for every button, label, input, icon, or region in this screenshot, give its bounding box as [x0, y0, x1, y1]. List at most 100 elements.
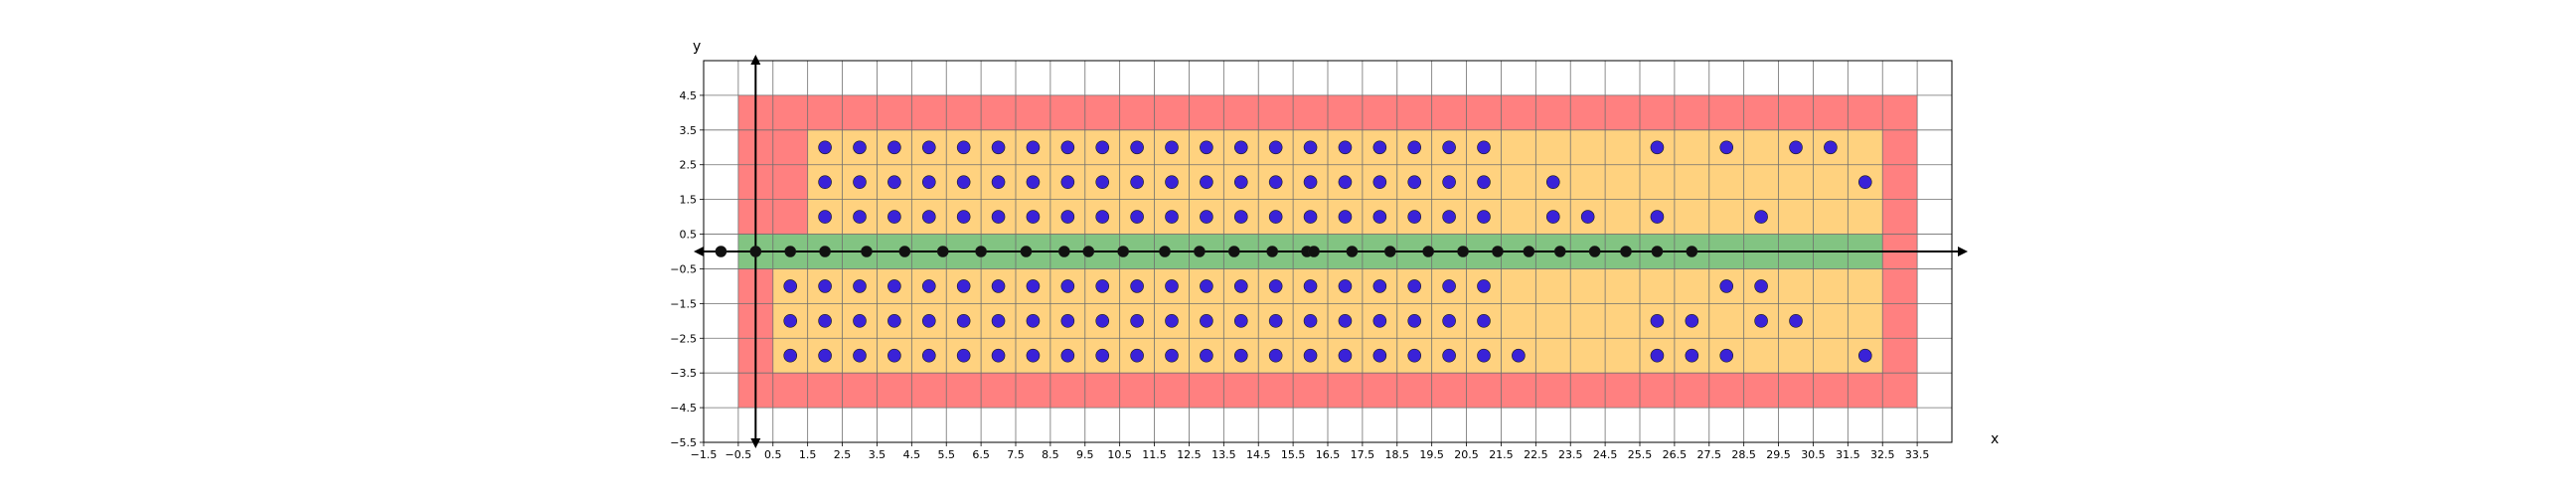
data-point-blue: [1268, 314, 1283, 328]
data-point-blue: [1233, 314, 1248, 328]
data-point-black: [1553, 246, 1566, 257]
data-point-black: [715, 246, 727, 257]
data-point-blue: [818, 348, 832, 363]
data-point-blue: [1754, 210, 1768, 224]
data-point-blue: [1545, 175, 1560, 189]
x-tick-label: 31.5: [1836, 448, 1860, 461]
data-point-blue: [1095, 348, 1110, 363]
data-point-blue: [1338, 140, 1353, 155]
x-tick-label: 14.5: [1246, 448, 1271, 461]
data-point-black: [1422, 246, 1434, 257]
y-tick-label: −4.5: [670, 402, 697, 415]
data-point-blue: [853, 348, 867, 363]
data-point-black: [1266, 246, 1278, 257]
data-point-blue: [1233, 175, 1248, 189]
data-point-blue: [1372, 140, 1387, 155]
data-point-blue: [1268, 175, 1283, 189]
data-point-blue: [1719, 279, 1734, 293]
x-tick-label: −0.5: [725, 448, 752, 461]
x-axis-arrow-right: [1958, 247, 1968, 256]
data-point-blue: [1095, 314, 1110, 328]
x-tick-label: 15.5: [1281, 448, 1306, 461]
data-point-blue: [1857, 348, 1872, 363]
data-point-black: [784, 246, 797, 257]
x-tick-label: 2.5: [834, 448, 852, 461]
data-point-blue: [1754, 314, 1768, 328]
data-point-blue: [1303, 314, 1318, 328]
data-point-blue: [921, 175, 936, 189]
x-axis-arrow-left: [694, 247, 704, 256]
x-tick-label: 32.5: [1870, 448, 1895, 461]
data-point-blue: [1372, 314, 1387, 328]
data-point-blue: [1407, 210, 1422, 224]
data-point-blue: [1580, 210, 1595, 224]
data-point-blue: [1130, 175, 1144, 189]
data-point-blue: [1268, 210, 1283, 224]
data-point-blue: [991, 348, 1006, 363]
data-point-blue: [1095, 279, 1110, 293]
data-point-blue: [1268, 279, 1283, 293]
data-point-black: [819, 246, 831, 257]
data-point-blue: [1060, 210, 1075, 224]
data-point-blue: [1165, 348, 1179, 363]
data-point-blue: [1200, 140, 1213, 155]
x-tick-label: 24.5: [1593, 448, 1618, 461]
data-point-blue: [1200, 314, 1213, 328]
data-point-blue: [921, 140, 936, 155]
x-tick-label: 30.5: [1801, 448, 1826, 461]
data-point-blue: [887, 279, 901, 293]
x-tick-label: 6.5: [972, 448, 990, 461]
x-tick-label: 0.5: [764, 448, 782, 461]
data-point-black: [1457, 246, 1469, 257]
data-point-blue: [853, 140, 867, 155]
data-point-blue: [1060, 348, 1075, 363]
x-axis-label: x: [1991, 431, 1999, 447]
data-point-blue: [783, 314, 798, 328]
data-point-blue: [1338, 314, 1353, 328]
data-point-black: [1686, 246, 1698, 257]
y-tick-label: −1.5: [670, 297, 697, 310]
data-point-black: [1492, 246, 1504, 257]
x-tick-label: 21.5: [1489, 448, 1514, 461]
x-tick-label: 25.5: [1628, 448, 1653, 461]
data-point-blue: [1442, 279, 1456, 293]
data-point-black: [1588, 246, 1601, 257]
data-point-blue: [887, 210, 901, 224]
data-point-blue: [1060, 279, 1075, 293]
data-point-blue: [1338, 348, 1353, 363]
data-point-blue: [853, 279, 867, 293]
data-point-blue: [1303, 348, 1318, 363]
data-point-black: [1117, 246, 1129, 257]
data-point-blue: [783, 348, 798, 363]
y-axis-arrow-up: [750, 55, 761, 65]
data-point-blue: [956, 175, 971, 189]
data-point-blue: [1824, 140, 1838, 155]
data-point-blue: [1165, 314, 1179, 328]
data-point-blue: [1685, 314, 1699, 328]
data-point-blue: [1026, 210, 1041, 224]
data-point-blue: [1477, 314, 1491, 328]
data-point-blue: [1407, 175, 1422, 189]
points-layer: [715, 140, 1872, 363]
data-point-blue: [1026, 348, 1041, 363]
data-point-blue: [956, 279, 971, 293]
data-point-blue: [818, 140, 832, 155]
data-point-blue: [1477, 279, 1491, 293]
data-point-blue: [1650, 348, 1665, 363]
data-point-black: [1194, 246, 1206, 257]
data-point-blue: [1545, 210, 1560, 224]
data-point-blue: [956, 140, 971, 155]
data-point-blue: [1685, 348, 1699, 363]
data-point-blue: [1442, 348, 1456, 363]
x-tick-label: 9.5: [1076, 448, 1094, 461]
data-point-blue: [1719, 140, 1734, 155]
x-tick-label: 11.5: [1142, 448, 1167, 461]
data-point-black: [1346, 246, 1359, 257]
data-point-blue: [1338, 279, 1353, 293]
data-point-blue: [1130, 210, 1144, 224]
y-tick-label: −5.5: [670, 436, 697, 449]
data-point-blue: [1165, 175, 1179, 189]
data-point-blue: [1338, 175, 1353, 189]
x-tick-label: 29.5: [1766, 448, 1791, 461]
data-point-blue: [956, 210, 971, 224]
